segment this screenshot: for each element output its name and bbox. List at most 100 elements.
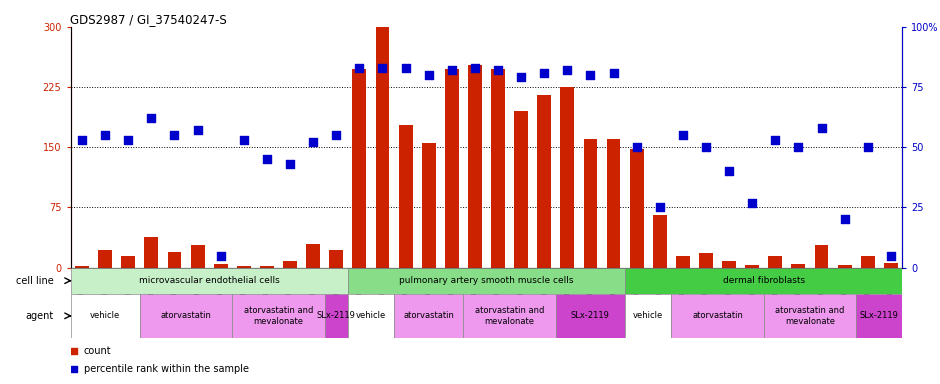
Bar	[514, 111, 528, 268]
Bar	[70, 268, 348, 294]
Bar	[861, 256, 874, 268]
Bar	[815, 245, 828, 268]
Text: atorvastatin and
mevalonate: atorvastatin and mevalonate	[243, 306, 313, 326]
Point	[329, 132, 344, 138]
Text: SLx-2119: SLx-2119	[571, 311, 610, 320]
Bar	[394, 294, 463, 338]
Point	[513, 74, 528, 81]
Text: vehicle: vehicle	[355, 311, 386, 320]
Point	[144, 115, 159, 121]
Bar	[556, 294, 625, 338]
Point	[629, 144, 644, 150]
Point	[768, 137, 783, 143]
Point	[606, 70, 621, 76]
Point	[74, 137, 89, 143]
Bar	[652, 215, 666, 268]
Point	[744, 200, 760, 206]
Text: atorvastatin: atorvastatin	[161, 311, 212, 320]
Bar	[625, 268, 902, 294]
Text: SLx-2119: SLx-2119	[860, 311, 899, 320]
Text: atorvastatin and
mevalonate: atorvastatin and mevalonate	[475, 306, 544, 326]
Text: agent: agent	[25, 311, 54, 321]
Point	[814, 125, 829, 131]
Bar	[121, 257, 135, 268]
Bar	[630, 149, 644, 268]
Point	[283, 161, 298, 167]
Point	[306, 139, 321, 146]
Bar	[468, 65, 482, 268]
Text: microvascular endothelial cells: microvascular endothelial cells	[139, 276, 279, 285]
Bar	[838, 265, 852, 268]
Bar	[283, 261, 297, 268]
Point	[398, 65, 413, 71]
Point	[167, 132, 182, 138]
Bar	[399, 125, 413, 268]
Bar	[699, 253, 713, 268]
Point	[722, 168, 737, 174]
Point	[445, 67, 460, 73]
Bar	[445, 69, 459, 268]
Text: vehicle: vehicle	[633, 311, 664, 320]
Point	[352, 65, 367, 71]
Point	[860, 144, 875, 150]
Point	[467, 65, 482, 71]
Bar	[352, 69, 367, 268]
Text: vehicle: vehicle	[90, 311, 120, 320]
Point	[560, 67, 575, 73]
Point	[537, 70, 552, 76]
Bar	[768, 257, 782, 268]
Bar	[324, 294, 348, 338]
Text: atorvastatin and
mevalonate: atorvastatin and mevalonate	[776, 306, 845, 326]
Point	[375, 65, 390, 71]
Bar	[232, 294, 324, 338]
Point	[791, 144, 806, 150]
Point	[259, 156, 274, 162]
Text: atorvastatin: atorvastatin	[403, 311, 454, 320]
Bar	[213, 264, 227, 268]
Text: dermal fibroblasts: dermal fibroblasts	[723, 276, 805, 285]
Bar	[560, 87, 574, 268]
Bar	[625, 294, 671, 338]
Bar	[375, 27, 389, 268]
Point	[652, 204, 667, 210]
Text: atorvastatin: atorvastatin	[692, 311, 743, 320]
Point	[491, 67, 506, 73]
Bar	[538, 95, 551, 268]
Point	[66, 348, 82, 354]
Bar	[856, 294, 902, 338]
Text: count: count	[84, 346, 111, 356]
Bar	[422, 143, 435, 268]
Text: pulmonary artery smooth muscle cells: pulmonary artery smooth muscle cells	[400, 276, 573, 285]
Point	[675, 132, 690, 138]
Bar	[70, 294, 140, 338]
Bar	[237, 266, 251, 268]
Bar	[671, 294, 763, 338]
Bar	[98, 250, 112, 268]
Point	[838, 217, 853, 223]
Bar	[306, 243, 320, 268]
Bar	[722, 261, 736, 268]
Bar	[745, 265, 760, 268]
Point	[698, 144, 713, 150]
Bar	[884, 263, 898, 268]
Text: percentile rank within the sample: percentile rank within the sample	[84, 364, 249, 374]
Point	[421, 72, 436, 78]
Bar	[191, 245, 205, 268]
Text: cell line: cell line	[16, 276, 54, 286]
Bar	[140, 294, 232, 338]
Bar	[763, 294, 856, 338]
Bar	[606, 139, 620, 268]
Bar	[348, 268, 625, 294]
Point	[98, 132, 113, 138]
Bar	[260, 266, 274, 268]
Bar	[491, 69, 505, 268]
Point	[120, 137, 135, 143]
Text: SLx-2119: SLx-2119	[317, 311, 355, 320]
Bar	[463, 294, 556, 338]
Text: GDS2987 / GI_37540247-S: GDS2987 / GI_37540247-S	[70, 13, 227, 26]
Point	[583, 72, 598, 78]
Bar	[145, 237, 158, 268]
Bar	[676, 257, 690, 268]
Point	[884, 253, 899, 259]
Point	[66, 366, 82, 372]
